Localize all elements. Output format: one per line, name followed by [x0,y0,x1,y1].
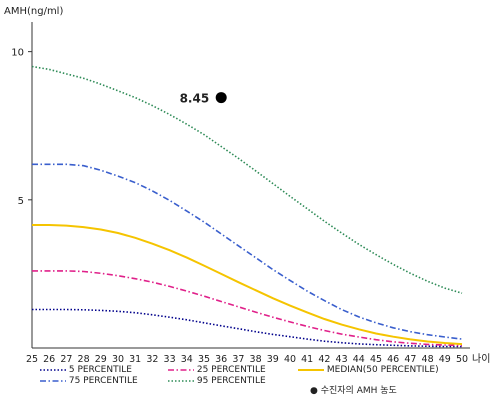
patient-amh-point [215,92,227,104]
series-line-75-percentile [32,163,463,340]
x-tick-label: 43 [336,354,348,365]
x-tick-label: 48 [422,354,434,365]
x-tick-label: 34 [181,354,193,365]
series-line-median-50-percentile- [32,224,463,346]
x-tick-label: 32 [146,354,158,365]
x-axis-label: 나이 [472,353,490,365]
patient-amh-value-label: 8.45 [180,92,210,106]
y-axis-label: AMH(ng/ml) [4,6,63,17]
y-tick-label: 5 [18,196,24,207]
x-tick-label: 41 [301,354,313,365]
x-tick-label: 38 [250,354,262,365]
x-tick-label: 42 [318,354,330,365]
x-tick-label: 40 [284,354,296,365]
x-tick-label: 30 [112,354,124,365]
x-tick-label: 50 [456,354,468,365]
x-tick-label: 36 [215,354,227,365]
series-line-25-percentile [32,270,463,347]
plot-area: AMH(ng/ml) 5 10 25 26 27 28 29 30 31 32 33 34 35 36 37 3… [4,6,490,365]
x-tick-label: 28 [78,354,90,365]
x-tick-label: 31 [129,354,141,365]
x-tick-label: 39 [267,354,279,365]
y-tick-label: 10 [11,48,24,59]
x-tick-label: 47 [404,354,416,365]
x-tick-label: 45 [370,354,382,365]
x-tick-label: 27 [60,354,72,365]
x-tick-label: 37 [232,354,244,365]
x-tick-label: 49 [439,354,451,365]
x-tick-label: 29 [95,354,107,365]
series-line-95-percentile [31,65,463,294]
x-tick-label: 46 [387,354,399,365]
x-tick-label: 35 [198,354,210,365]
x-tick-label: 26 [43,354,55,365]
x-tick-label: 25 [26,354,38,365]
x-tick-label: 33 [164,354,176,365]
series-line-5-percentile [32,308,462,348]
x-tick-label: 44 [353,354,365,365]
